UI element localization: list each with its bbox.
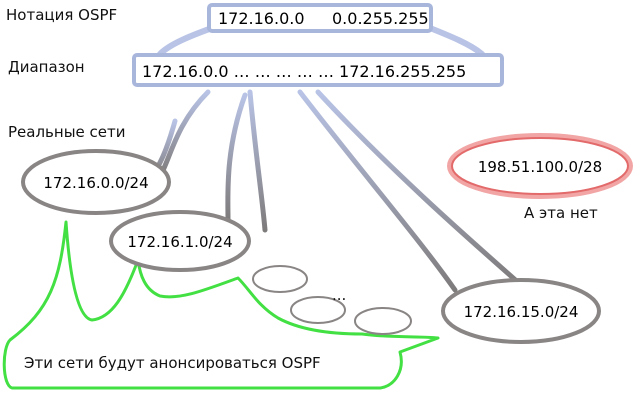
notation-label: Нотация OSPF	[6, 6, 117, 24]
more-networks-ellipsis: ...	[332, 286, 346, 304]
range-to-network-connectors	[145, 89, 523, 293]
network-label: 172.16.15.0/24	[464, 303, 579, 321]
excluded-network-label: 198.51.100.0/28	[478, 158, 602, 176]
excluded-network: 198.51.100.0/28	[447, 133, 633, 199]
unnamed-network-ellipse	[354, 307, 412, 335]
network-0: 172.16.0.0/24	[21, 149, 171, 215]
range-label: Диапазон	[8, 58, 85, 76]
unnamed-network-ellipse	[252, 265, 308, 293]
network-1: 172.16.1.0/24	[109, 210, 251, 272]
funnel-connector	[157, 25, 485, 57]
notation-box: 172.16.0.0 0.0.255.255	[207, 3, 433, 33]
unnamed-networks	[252, 265, 412, 335]
excluded-note: А эта нет	[524, 204, 598, 222]
range-text: 172.16.0.0 … … … … … 172.16.255.255	[142, 62, 466, 81]
notation-wildcard: 0.0.255.255	[332, 9, 429, 28]
range-box: 172.16.0.0 … … … … … 172.16.255.255	[132, 53, 504, 87]
network-label: 172.16.1.0/24	[127, 233, 232, 251]
callout-text: Эти сети будут анонсироваться OSPF	[24, 354, 321, 372]
real-networks-label: Реальные сети	[8, 123, 126, 141]
network-2: 172.16.15.0/24	[441, 278, 601, 344]
unnamed-network-ellipse	[290, 296, 346, 324]
callout-shape	[2, 220, 440, 390]
notation-address: 172.16.0.0	[218, 9, 305, 28]
network-label: 172.16.0.0/24	[43, 174, 148, 192]
